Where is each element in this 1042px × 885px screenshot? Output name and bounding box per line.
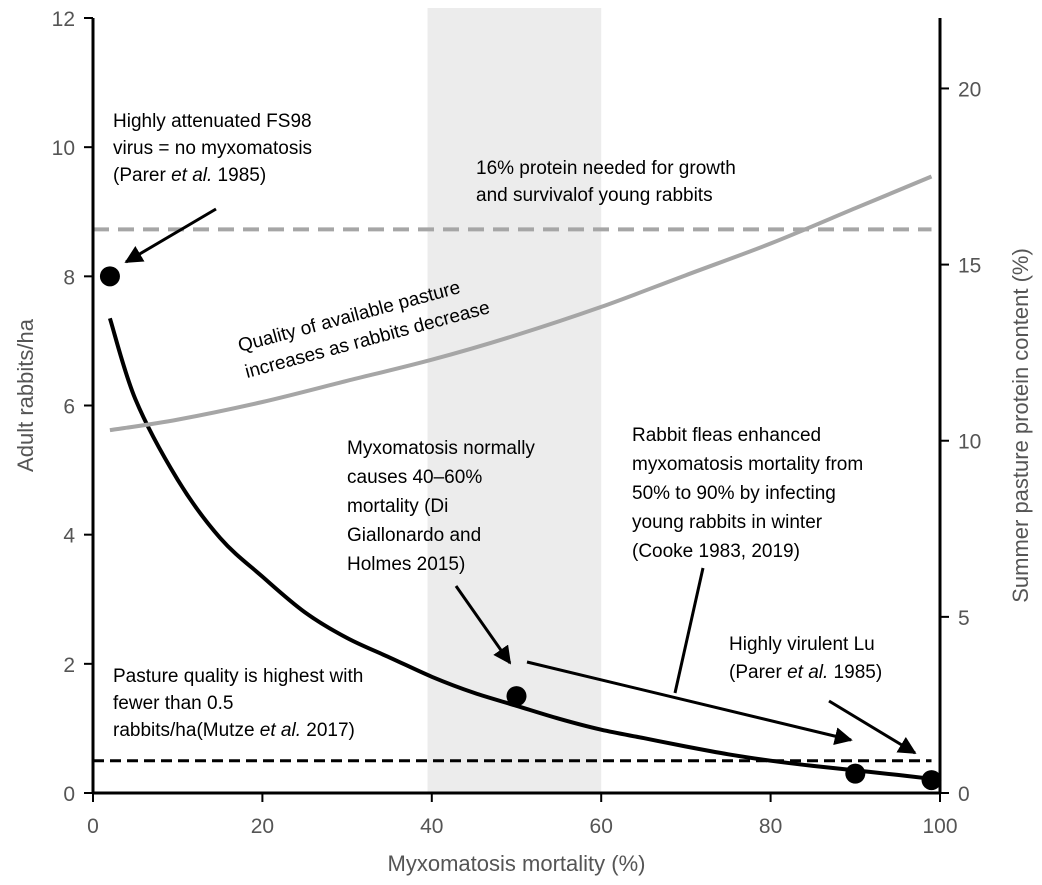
- y2-tick-label: 5: [958, 607, 970, 630]
- x-tick-label: 0: [87, 815, 99, 838]
- annotation-text: myxomatosis mortality from: [632, 454, 863, 475]
- data-point: [506, 686, 527, 707]
- annotation-text: young rabbits in winter: [632, 512, 823, 533]
- annotation-text: et al.: [260, 720, 301, 741]
- pasture-protein-curve: [109, 174, 933, 433]
- rabbit-density-curve: [107, 317, 932, 781]
- annotation-line: virus = no myxomatosis: [113, 138, 312, 159]
- annotation-line: myxomatosis mortality from: [632, 454, 863, 475]
- y-tick-label: 4: [63, 525, 75, 548]
- annotation-text: causes 40–60%: [347, 467, 482, 488]
- annotation-arrow: [828, 699, 917, 755]
- annotation-text: et al.: [787, 662, 828, 683]
- annotation-text: Giallonardo and: [347, 525, 481, 546]
- x-tick-label: 100: [922, 815, 957, 838]
- annotation-text: (Parer: [113, 165, 171, 186]
- annotation-line: Myxomatosis normally: [347, 438, 535, 459]
- annotation-text: mortality (Di: [347, 496, 448, 517]
- annotation-text: 1985): [212, 165, 266, 186]
- annotation-text: and survivalof young rabbits: [476, 185, 713, 206]
- y2-tick-label: 15: [958, 255, 981, 278]
- annotation-protein-threshold: 16% protein needed for growth and surviva…: [476, 158, 736, 206]
- annotation-rabbit-fleas: Rabbit fleas enhanced myxomatosis mortali…: [632, 425, 863, 562]
- annotation-text: Highly attenuated FS98: [113, 111, 312, 132]
- shaded-region: [427, 8, 602, 793]
- annotation-text: 50% to 90% by infecting: [632, 483, 836, 504]
- y-tick-label: 2: [63, 654, 75, 677]
- x-tick-label: 20: [251, 815, 274, 838]
- data-point: [99, 266, 120, 287]
- annotation-normal-mortality: Myxomatosis normally causes 40–60% mortali…: [347, 438, 535, 575]
- y2-tick-label: 10: [958, 431, 981, 454]
- annotation-text: 2017): [301, 720, 355, 741]
- annotation-text: rabbits/ha(Mutze: [113, 720, 260, 741]
- annotation-text: Holmes 2015): [347, 554, 465, 575]
- y-tick-label: 12: [52, 8, 75, 31]
- x-tick-label: 80: [759, 815, 782, 838]
- annotation-lu-virus: Highly virulent Lu (Parer et al. 1985): [729, 634, 882, 683]
- annotation-text: Rabbit fleas enhanced: [632, 425, 821, 446]
- annotation-line: Rabbit fleas enhanced: [632, 425, 821, 446]
- annotation-text: Pasture quality is highest with: [113, 666, 363, 687]
- annotation-text: 16% protein needed for growth: [476, 158, 736, 179]
- x-tick-label: 60: [590, 815, 613, 838]
- y-tick-label: 6: [63, 396, 75, 419]
- annotation-line: causes 40–60%: [347, 467, 482, 488]
- annotation-line: (Parer et al. 1985): [113, 165, 266, 186]
- y-tick-label: 10: [52, 137, 75, 160]
- annotation-arrow: [673, 567, 705, 694]
- annotation-arrow: [454, 585, 512, 665]
- annotation-line: mortality (Di: [347, 496, 448, 517]
- y2-axis-title: Summer pasture protein content (%): [1008, 248, 1033, 603]
- annotation-line: Highly virulent Lu: [729, 634, 875, 655]
- y2-tick-label: 0: [958, 783, 970, 806]
- y-tick-label: 0: [63, 783, 75, 806]
- annotation-fs98: Highly attenuated FS98 virus = no myxomat…: [113, 111, 312, 186]
- y2-tick-label: 20: [958, 78, 981, 101]
- annotation-arrow: [526, 660, 853, 745]
- annotation-text: Myxomatosis normally: [347, 438, 535, 459]
- data-point: [921, 770, 942, 791]
- annotation-arrow: [124, 207, 217, 264]
- annotation-line: young rabbits in winter: [632, 512, 823, 533]
- x-tick-label: 40: [420, 815, 443, 838]
- data-point: [845, 763, 866, 784]
- annotation-line: Giallonardo and: [347, 525, 481, 546]
- annotation-line: 50% to 90% by infecting: [632, 483, 836, 504]
- annotation-text: et al.: [171, 165, 212, 186]
- annotation-line: rabbits/ha(Mutze et al. 2017): [113, 720, 355, 741]
- annotation-line: Highly attenuated FS98: [113, 111, 312, 132]
- annotation-text: Highly virulent Lu: [729, 634, 875, 655]
- y-tick-label: 8: [63, 266, 75, 289]
- annotation-line: fewer than 0.5: [113, 693, 233, 714]
- annotation-text: fewer than 0.5: [113, 693, 233, 714]
- annotation-text: 1985): [828, 662, 882, 683]
- annotation-line: (Cooke 1983, 2019): [632, 541, 800, 562]
- annotation-line: 16% protein needed for growth: [476, 158, 736, 179]
- annotation-line: and survivalof young rabbits: [476, 185, 713, 206]
- annotation-line: (Parer et al. 1985): [729, 662, 882, 683]
- annotation-text: (Cooke 1983, 2019): [632, 541, 800, 562]
- annotation-line: Pasture quality is highest with: [113, 666, 363, 687]
- y-axis-title: Adult rabbits/ha: [13, 318, 38, 472]
- annotation-text: (Parer: [729, 662, 787, 683]
- annotation-line: Holmes 2015): [347, 554, 465, 575]
- annotation-pasture-highest: Pasture quality is highest with fewer tha…: [113, 666, 363, 741]
- annotation-text: virus = no myxomatosis: [113, 138, 312, 159]
- x-axis-title: Myxomatosis mortality (%): [388, 851, 646, 876]
